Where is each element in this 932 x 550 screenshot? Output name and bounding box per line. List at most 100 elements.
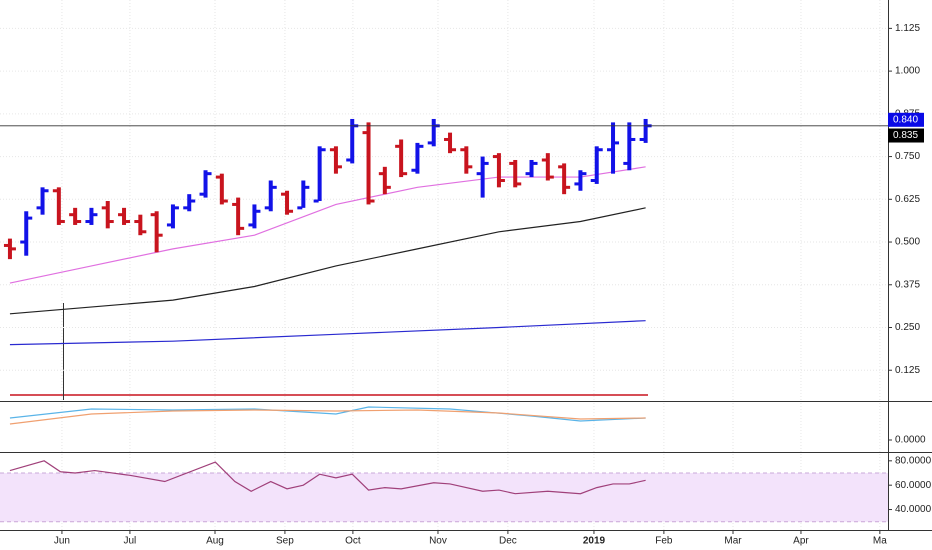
- ohlc-range: [203, 170, 208, 198]
- ohlc-range: [562, 163, 567, 195]
- ohlc-close: [418, 144, 424, 148]
- ohlc-range: [578, 170, 583, 191]
- ohlc-range: [415, 142, 420, 174]
- ohlc-open: [215, 175, 221, 179]
- ohlc-range: [122, 207, 127, 225]
- ohlc-open: [590, 179, 596, 183]
- ohlc-open: [264, 206, 270, 210]
- price-label-box: [888, 128, 924, 143]
- ohlc-close: [59, 220, 65, 224]
- ohlc-open: [525, 172, 531, 176]
- x-tick-label: Feb: [655, 536, 673, 547]
- ohlc-close: [548, 175, 554, 179]
- x-tick-label: Jun: [54, 536, 70, 547]
- ohlc-open: [395, 144, 401, 148]
- ohlc-open: [623, 161, 629, 165]
- ohlc-range: [627, 122, 632, 171]
- ohlc-close: [27, 216, 33, 220]
- ohlc-open: [3, 243, 9, 247]
- ohlc-open: [313, 199, 319, 203]
- ohlc-open: [444, 137, 450, 141]
- ohlc-open: [101, 206, 107, 210]
- ohlc-open: [639, 137, 645, 141]
- line-series: [9, 460, 646, 495]
- ohlc-close: [499, 179, 505, 183]
- ohlc-close: [516, 182, 522, 186]
- ohlc-range: [480, 156, 485, 198]
- ohlc-range: [236, 197, 241, 236]
- y-tick-label: 0.125: [895, 365, 920, 376]
- x-tick-label: Nov: [429, 536, 447, 547]
- price-label-box: [888, 112, 924, 127]
- price-label: 0.840: [893, 114, 918, 125]
- ohlc-open: [427, 141, 433, 145]
- ohlc-open: [150, 213, 156, 217]
- x-tick-label: Ma: [873, 536, 887, 547]
- ohlc-open: [297, 206, 303, 210]
- ohlc-close: [385, 185, 391, 189]
- ohlc-range: [431, 118, 436, 147]
- ohlc-range: [154, 211, 159, 253]
- ohlc-open: [199, 192, 205, 196]
- ohlc-open: [509, 161, 515, 165]
- y-tick-label: 0.625: [895, 194, 920, 205]
- ohlc-close: [532, 161, 538, 165]
- ohlc-range: [513, 159, 518, 188]
- ohlc-close: [467, 165, 473, 169]
- y-tick-label: 60.0000: [895, 480, 932, 491]
- ohlc-close: [451, 148, 457, 152]
- ohlc-close: [206, 172, 212, 176]
- ohlc-range: [545, 153, 550, 181]
- ohlc-close: [304, 185, 310, 189]
- ohlc-open: [346, 158, 352, 162]
- ohlc-open: [541, 158, 547, 162]
- ohlc-open: [69, 213, 75, 217]
- price-label: 0.835: [893, 130, 918, 141]
- y-tick-label: 0.250: [895, 322, 920, 333]
- ohlc-close: [630, 137, 636, 141]
- ohlc-close: [222, 199, 228, 203]
- ohlc-range: [399, 139, 404, 178]
- ohlc-open: [134, 220, 140, 224]
- ohlc-open: [574, 182, 580, 186]
- line-series: [9, 320, 646, 346]
- ohlc-open: [378, 172, 384, 176]
- ohlc-close: [565, 185, 571, 189]
- ohlc-close: [43, 189, 49, 193]
- line-series: [9, 409, 646, 425]
- ohlc-range: [40, 187, 45, 215]
- ohlc-range: [170, 204, 175, 229]
- ohlc-open: [411, 168, 417, 172]
- ohlc-range: [464, 146, 469, 174]
- ohlc-range: [56, 187, 61, 225]
- ohlc-close: [320, 148, 326, 152]
- ohlc-open: [476, 172, 482, 176]
- ohlc-close: [125, 220, 131, 224]
- ohlc-close: [402, 172, 408, 176]
- ohlc-open: [20, 240, 26, 244]
- ohlc-range: [187, 194, 192, 212]
- ohlc-range: [448, 132, 453, 154]
- x-tick-label: Mar: [724, 536, 742, 547]
- ohlc-open: [52, 189, 58, 193]
- ohlc-close: [597, 148, 603, 152]
- ohlc-range: [366, 122, 371, 205]
- ohlc-open: [36, 206, 42, 210]
- ohlc-range: [333, 146, 338, 174]
- ohlc-open: [85, 220, 91, 224]
- ohlc-open: [492, 155, 498, 159]
- y-tick-label: 1.125: [895, 23, 920, 34]
- ohlc-close: [173, 206, 179, 210]
- ohlc-open: [281, 192, 287, 196]
- y-tick-label: 0.500: [895, 237, 920, 248]
- ohlc-range: [89, 207, 94, 225]
- ohlc-open: [460, 148, 466, 152]
- ohlc-range: [138, 214, 143, 236]
- y-tick-label: 0.750: [895, 151, 920, 162]
- ohlc-range: [219, 173, 224, 205]
- ohlc-range: [594, 146, 599, 184]
- ohlc-close: [483, 161, 489, 165]
- ohlc-range: [105, 201, 110, 229]
- ohlc-range: [252, 204, 257, 229]
